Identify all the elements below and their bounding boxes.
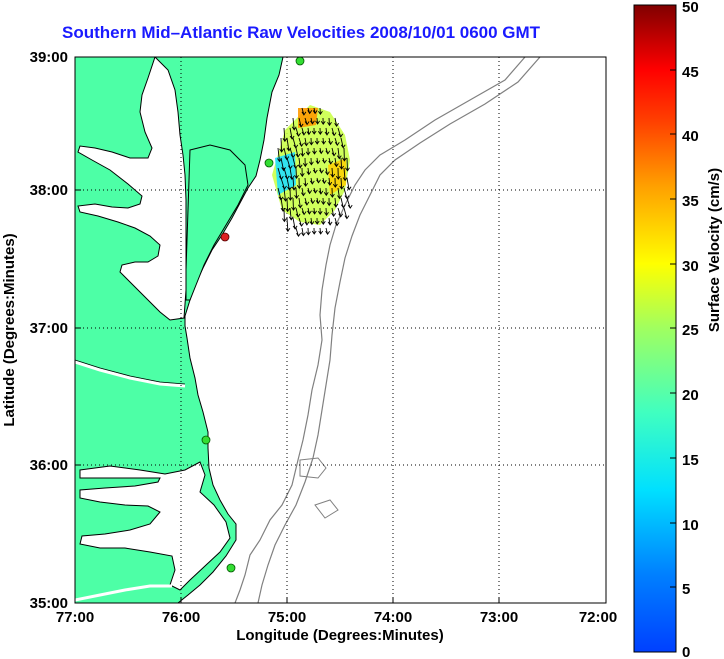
- chesapeake-bay: [77, 57, 187, 321]
- station-marker: [226, 563, 236, 573]
- river: [75, 359, 186, 385]
- velocity-field: [272, 105, 353, 238]
- y-tick-label: 36:00: [30, 457, 68, 474]
- colorbar-tick-label: 5: [682, 581, 690, 598]
- x-tick-label: 77:00: [56, 609, 94, 626]
- tick-marks: [74, 56, 607, 604]
- station-marker: [220, 232, 230, 242]
- y-tick-label: 38:00: [30, 182, 68, 199]
- colorbar-ticks: [670, 4, 676, 653]
- x-tick-label: 73:00: [480, 609, 518, 626]
- colorbar-tick-label: 25: [682, 322, 699, 339]
- colorbar-tick-label: 20: [682, 387, 699, 404]
- colorbar-tick-label: 50: [682, 0, 699, 16]
- colorbar-tick-label: 0: [682, 644, 690, 659]
- colorbar-tick-label: 10: [682, 517, 699, 534]
- colorbar-label: Surface Velocity (cm/s): [706, 168, 723, 332]
- y-tick-label: 35:00: [30, 595, 68, 612]
- bathymetry-contour: [299, 457, 339, 519]
- x-tick-label: 72:00: [579, 609, 617, 626]
- pamlico-sound: [79, 461, 231, 591]
- colorbar: [633, 4, 677, 653]
- x-axis-label: Longitude (Degrees:Minutes): [236, 627, 444, 644]
- velocity-arrows: [277, 107, 353, 238]
- y-tick-label: 37:00: [30, 320, 68, 337]
- velocity-arrow-set: [277, 107, 353, 238]
- colorbar-tick-label: 35: [682, 193, 699, 210]
- river: [75, 584, 172, 602]
- map-title: Southern Mid–Atlantic Raw Velocities 200…: [62, 23, 541, 42]
- river: [75, 360, 186, 388]
- y-axis-label: Latitude (Degrees:Minutes): [1, 233, 18, 426]
- colorbar-tick-label: 40: [682, 128, 699, 145]
- bathymetry-contour: [234, 57, 526, 603]
- grid: [75, 57, 606, 603]
- colorbar-tick-label: 30: [682, 258, 699, 275]
- x-tick-label: 74:00: [374, 609, 412, 626]
- colorbar-tick-label: 45: [682, 64, 699, 81]
- x-tick-label: 76:00: [162, 609, 200, 626]
- station-marker: [201, 435, 211, 445]
- plot-frame: [74, 56, 607, 604]
- y-tick-label: 39:00: [30, 49, 68, 66]
- x-tick-label: 75:00: [268, 609, 306, 626]
- colorbar-tick-label: 15: [682, 452, 699, 469]
- map-area: [75, 57, 606, 603]
- station-marker: [295, 57, 305, 66]
- delmarva-peninsula: [185, 144, 249, 301]
- station-marker: [264, 158, 274, 168]
